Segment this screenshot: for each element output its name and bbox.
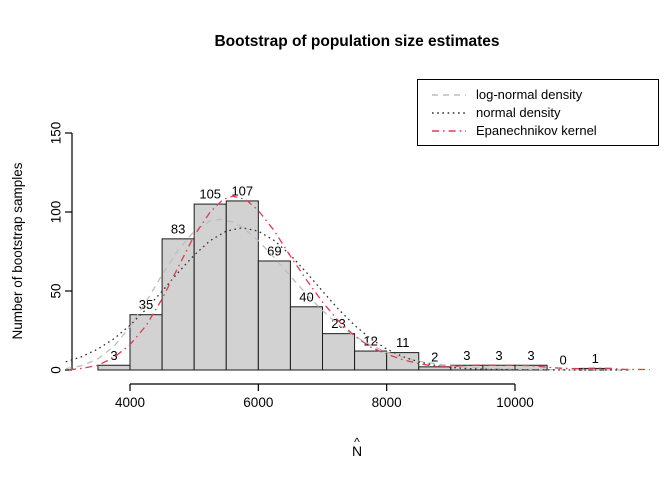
legend-label-epanechnikov: Epanechnikov kernel (476, 123, 597, 138)
histogram-bar (289, 306, 323, 371)
dash-dot-line-icon (432, 129, 466, 132)
y-tick-label: 0 (49, 366, 64, 374)
x-tick-label: 8000 (372, 395, 402, 410)
bar-count-label: 83 (171, 221, 185, 236)
y-tick-label: 100 (49, 201, 64, 224)
plot-title: Bootstrap of population size estimates (214, 33, 499, 50)
histogram-bar (257, 260, 291, 371)
histogram-bar (97, 364, 131, 371)
bar-count-label: 105 (199, 187, 221, 202)
histogram-bar (129, 314, 163, 371)
x-axis-title-hat-accent: ^ (354, 435, 360, 449)
legend-row-lognormal: log-normal density (431, 86, 658, 104)
dashed-line-icon (432, 93, 466, 96)
x-axis-title-n: N (352, 443, 362, 459)
legend-box: log-normal density normal density Epanec… (417, 79, 659, 146)
axes: 0 50 100 150 4000 6000 8000 10000 (49, 122, 534, 410)
dotted-line-icon (432, 111, 466, 114)
curve-dotted (65, 227, 631, 371)
bar-count-label: 3 (527, 348, 534, 363)
x-tick-label: 4000 (115, 395, 145, 410)
bar-count-label: 40 (299, 289, 313, 304)
bar-count-label: 69 (267, 243, 281, 258)
bar-count-label: 107 (231, 183, 253, 198)
x-tick-label: 6000 (243, 395, 273, 410)
bar-count-label: 0 (560, 353, 567, 368)
bar-count-label: 2 (431, 349, 438, 364)
legend-row-epanechnikov: Epanechnikov kernel (431, 122, 658, 140)
y-axis-title: Number of bootstrap samples (10, 162, 25, 339)
density-curves (65, 195, 650, 371)
bar-count-label: 1 (592, 351, 599, 366)
legend-label-normal: normal density (476, 105, 561, 120)
bar-count-label: 11 (396, 335, 410, 350)
bar-count-label: 3 (495, 348, 502, 363)
histogram-bars (97, 200, 612, 371)
bar-count-label: 3 (110, 348, 117, 363)
legend-label-lognormal: log-normal density (476, 87, 583, 102)
y-tick-label: 50 (49, 283, 64, 298)
histogram-bar (354, 350, 388, 371)
histogram-bar (225, 200, 259, 371)
x-tick-label: 10000 (496, 395, 534, 410)
bar-count-label: 12 (363, 334, 377, 349)
histogram-bar (322, 333, 356, 371)
bar-count-label: 23 (331, 316, 345, 331)
bar-count-label: 3 (463, 348, 470, 363)
y-tick-label: 150 (49, 122, 64, 145)
histogram-bar (161, 238, 195, 371)
curve-dash-dot (68, 195, 650, 371)
histogram-bar (418, 366, 452, 371)
legend-row-normal: normal density (431, 104, 658, 122)
